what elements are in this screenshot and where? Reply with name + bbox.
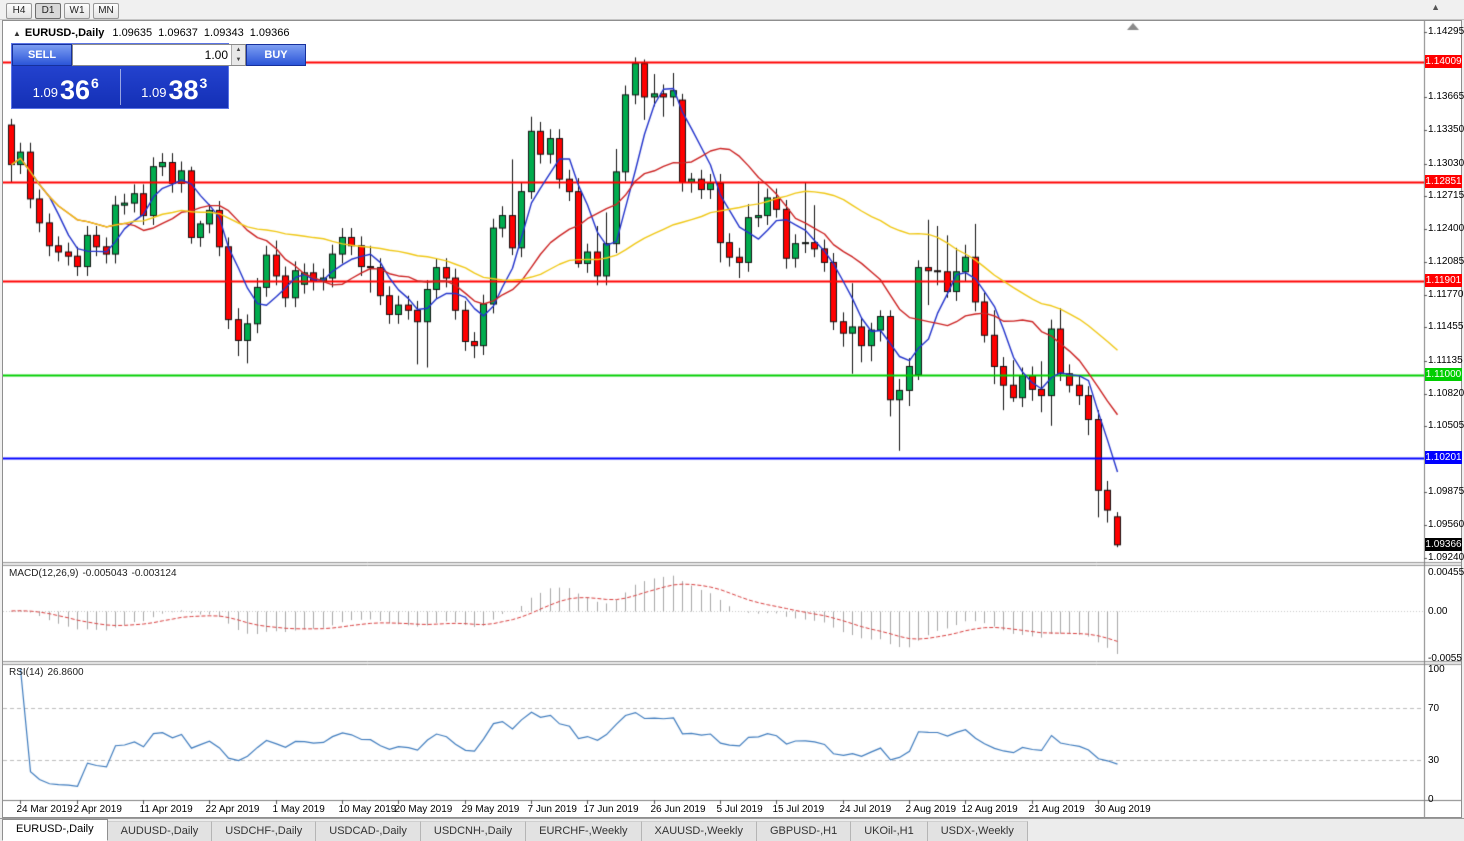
bid-point: 6 — [91, 75, 99, 91]
rsi-axis-label: 30 — [1428, 755, 1440, 767]
date-axis-label: 12 Aug 2019 — [961, 804, 1018, 815]
date-axis-label: 21 Aug 2019 — [1028, 804, 1085, 815]
price-divider — [119, 69, 121, 105]
timeframe-button-d1[interactable]: D1 — [35, 2, 61, 19]
chart-tab-gbpusd-h1[interactable]: GBPUSD-,H1 — [756, 821, 852, 841]
date-axis-label: 24 Mar 2019 — [16, 804, 73, 815]
date-axis-label: 29 May 2019 — [461, 804, 520, 815]
date-axis-label: 26 Jun 2019 — [650, 804, 706, 815]
rsi-name: RSI(14) — [9, 667, 44, 678]
price-axis-label: 1.10505 — [1428, 420, 1464, 432]
level-price-tag: 1.11000 — [1425, 367, 1462, 381]
chart-tab-usdcad-daily[interactable]: USDCAD-,Daily — [316, 821, 421, 841]
timeframe-button-h4[interactable]: H4 — [6, 2, 32, 19]
volume-down-icon[interactable]: ▼ — [232, 55, 245, 65]
rsi-axis-label: 70 — [1428, 703, 1440, 715]
toolbar-up-arrow-icon[interactable]: ▲ — [1431, 2, 1440, 12]
date-axis-label: 15 Jul 2019 — [772, 804, 825, 815]
oneclick-collapse-icon[interactable]: ▲ — [13, 29, 21, 38]
volume-input[interactable] — [73, 45, 231, 65]
chart-tab-ukoil-h1[interactable]: UKOil-,H1 — [851, 821, 928, 841]
chart-tab-eurchf-weekly[interactable]: EURCHF-,Weekly — [526, 821, 642, 841]
level-price-tag: 1.12851 — [1425, 175, 1462, 189]
bar-low: 1.09343 — [203, 27, 244, 39]
price-axis-label: 1.12400 — [1428, 223, 1464, 235]
date-axis-label: 22 Apr 2019 — [205, 804, 260, 815]
date-axis-label: 2 Aug 2019 — [905, 804, 957, 815]
current-price-tag: 1.09366 — [1425, 537, 1462, 551]
bar-high: 1.09637 — [158, 27, 198, 39]
rsi-axis-label: 0 — [1428, 794, 1434, 806]
macd-value-signal: -0.003124 — [131, 568, 177, 579]
date-axis-label: 11 Apr 2019 — [139, 804, 193, 815]
volume-up-icon[interactable]: ▲ — [232, 45, 245, 55]
ask-figure: 1.09 — [141, 85, 167, 100]
ask-price: 1.09 38 3 — [121, 66, 229, 108]
price-axis-label: 1.11135 — [1428, 354, 1463, 366]
chart-tab-audusd-daily[interactable]: AUDUSD-,Daily — [107, 821, 213, 841]
date-axis-label: 5 Jul 2019 — [716, 804, 763, 815]
macd-axis-label: 0.00455 — [1428, 566, 1464, 578]
rsi-value: 26.8600 — [47, 667, 84, 678]
date-axis-label: 7 Jun 2019 — [527, 804, 578, 815]
date-axis-label: 24 Jul 2019 — [839, 804, 892, 815]
bar-open: 1.09635 — [112, 27, 153, 39]
ask-pips: 38 — [168, 75, 199, 106]
buy-button[interactable]: BUY — [246, 44, 306, 66]
timeframe-button-mn[interactable]: MN — [93, 2, 119, 19]
date-axis-label: 30 Aug 2019 — [1094, 804, 1151, 815]
chart-tabbar: EURUSD-,Daily AUDUSD-,Daily USDCHF-,Daily U… — [0, 818, 1464, 841]
price-axis-label: 1.12715 — [1428, 190, 1464, 202]
macd-axis-label: -0.0055 — [1428, 652, 1462, 664]
timeframe-buttons: H4 D1 W1 MN — [6, 0, 122, 19]
price-axis-label: 1.13030 — [1428, 157, 1464, 169]
timeframe-button-w1[interactable]: W1 — [64, 2, 90, 19]
macd-axis-label: 0.00 — [1428, 605, 1448, 617]
volume-spinner: ▲ ▼ — [231, 45, 245, 65]
date-axis-label: 17 Jun 2019 — [583, 804, 639, 815]
macd-label: MACD(12,26,9) -0.005043 -0.003124 — [9, 568, 181, 579]
sell-button[interactable]: SELL — [12, 44, 72, 66]
price-axis-label: 1.09560 — [1428, 518, 1464, 530]
bid-figure: 1.09 — [32, 85, 58, 100]
price-axis-label: 1.11455 — [1428, 321, 1464, 333]
price-axis-label: 1.13350 — [1428, 124, 1464, 136]
date-axis-label: 20 May 2019 — [394, 804, 453, 815]
timeframe-toolbar: H4 D1 W1 MN ▲ — [0, 0, 1464, 20]
price-axis-label: 1.10820 — [1428, 387, 1464, 399]
macd-value-main: -0.005043 — [82, 568, 128, 579]
price-axis-label: 1.13665 — [1428, 91, 1464, 103]
chart-symbol: EURUSD-,Daily — [24, 27, 105, 39]
chart-tab-usdchf-daily[interactable]: USDCHF-,Daily — [212, 821, 317, 841]
rsi-axis-label: 100 — [1428, 664, 1445, 676]
bid-pips: 36 — [59, 75, 91, 106]
volume-field: ▲ ▼ — [72, 44, 246, 66]
chart-window: ▲ EURUSD-,Daily 1.09635 1.09637 1.09343 1.093… — [2, 20, 1464, 818]
ask-point: 3 — [199, 75, 208, 91]
price-axis-label: 1.12085 — [1428, 255, 1464, 267]
chart-tab-usdx-weekly[interactable]: USDX-,Weekly — [927, 821, 1028, 841]
date-axis-label: 1 May 2019 — [272, 804, 325, 815]
price-axis-label: 1.14295 — [1428, 25, 1464, 37]
chart-tab-usdcnh-daily[interactable]: USDCNH-,Daily — [420, 821, 527, 841]
chart-title: ▲ EURUSD-,Daily 1.09635 1.09637 1.09343 1.093… — [13, 27, 289, 39]
level-price-tag: 1.11901 — [1425, 274, 1462, 288]
rsi-label: RSI(14) 26.8600 — [9, 667, 88, 678]
price-axis-label: 1.09875 — [1428, 485, 1464, 497]
date-axis-label: 2 Apr 2019 — [73, 804, 122, 815]
level-price-tag: 1.14009 — [1425, 54, 1462, 68]
one-click-trading-panel: SELL ▲ ▼ BUY 1.09 36 6 1.09 — [11, 43, 306, 109]
level-price-tag: 1.10201 — [1425, 450, 1462, 464]
bar-close: 1.09366 — [249, 27, 290, 39]
date-axis-label: 10 May 2019 — [338, 804, 397, 815]
price-chart-canvas[interactable] — [3, 21, 1461, 817]
bid-price: 1.09 36 6 — [12, 66, 120, 108]
chart-tab-xauusd-weekly[interactable]: XAUUSD-,Weekly — [641, 821, 757, 841]
price-axis-label: 1.11770 — [1428, 288, 1464, 300]
chart-tab-eurusd-daily[interactable]: EURUSD-,Daily — [2, 819, 108, 841]
macd-name: MACD(12,26,9) — [9, 568, 79, 579]
price-axis-label: 1.09240 — [1428, 551, 1464, 563]
